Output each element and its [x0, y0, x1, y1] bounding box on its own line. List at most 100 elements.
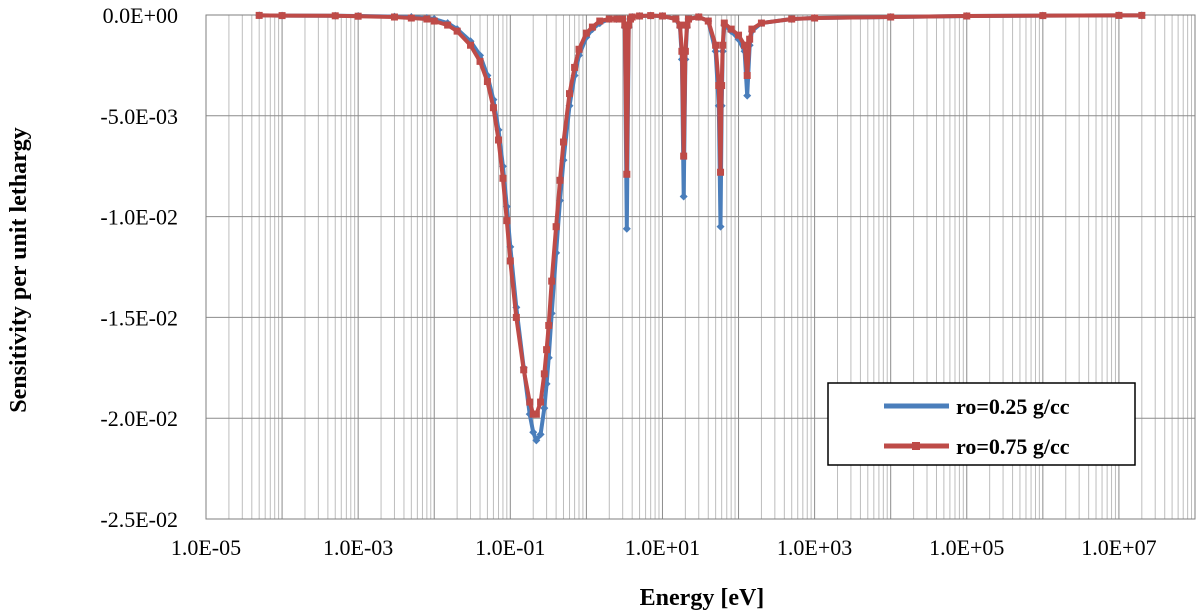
data-point: [788, 15, 796, 23]
data-point: [467, 41, 475, 49]
data-point: [536, 430, 545, 439]
x-tick-label: 1.0E+07: [1081, 535, 1156, 560]
data-point: [331, 12, 339, 20]
data-point: [571, 63, 579, 71]
y-tick-label: -2.5E-02: [100, 507, 178, 532]
data-point: [727, 25, 735, 33]
data-point: [619, 15, 627, 23]
data-point: [278, 12, 286, 20]
data-point: [658, 12, 666, 20]
data-point: [476, 57, 484, 65]
data-point: [545, 321, 553, 329]
legend: ro=0.25 g/cc ro=0.75 g/cc: [827, 382, 1136, 466]
data-point: [1039, 12, 1047, 20]
x-tick-label: 1.0E-03: [323, 535, 393, 560]
y-tick-label: -2.0E-02: [100, 406, 178, 431]
y-tick-label: -1.5E-02: [100, 305, 178, 330]
data-point: [720, 19, 728, 27]
data-point: [717, 168, 725, 176]
data-point: [489, 104, 497, 112]
data-point: [407, 14, 415, 22]
data-point: [499, 174, 507, 182]
data-point: [556, 176, 564, 184]
data-point: [390, 13, 398, 21]
series-2: [255, 11, 1146, 418]
data-point: [622, 224, 631, 233]
data-point: [741, 41, 749, 49]
data-point: [582, 29, 590, 37]
data-point: [716, 222, 725, 231]
data-point: [354, 12, 362, 20]
data-point: [529, 428, 538, 437]
data-point: [548, 277, 556, 285]
data-point: [685, 15, 693, 23]
data-point: [712, 41, 720, 49]
series-line: [259, 13, 1142, 417]
data-point: [681, 47, 689, 55]
data-point: [613, 15, 621, 23]
data-point: [605, 15, 613, 23]
series-line: [259, 13, 1142, 443]
x-tick-label: 1.0E+01: [625, 535, 700, 560]
data-point: [552, 223, 560, 231]
x-tick-label: 1.0E+03: [777, 535, 852, 560]
data-point: [495, 136, 503, 144]
data-point: [444, 21, 452, 29]
data-point: [636, 12, 644, 20]
data-point: [625, 21, 633, 29]
data-point: [596, 17, 604, 25]
data-point: [672, 15, 680, 23]
data-point: [757, 19, 765, 27]
data-point: [676, 21, 684, 29]
data-point: [887, 13, 895, 21]
data-point: [963, 12, 971, 20]
data-point: [718, 82, 726, 90]
data-point: [430, 17, 438, 25]
data-point: [811, 14, 819, 22]
data-point: [683, 21, 691, 29]
data-point: [506, 257, 514, 265]
data-point: [719, 41, 727, 49]
data-point: [748, 25, 756, 33]
y-axis-title: Sensitivity per unit lethargy: [6, 127, 32, 413]
x-tick-label: 1.0E-05: [171, 535, 241, 560]
data-point: [540, 370, 548, 378]
x-tick-label: 1.0E+05: [929, 535, 1004, 560]
data-point: [483, 78, 491, 86]
data-point: [1115, 11, 1123, 19]
data-point: [566, 90, 574, 98]
legend-label-series-2: ro=0.75 g/cc: [956, 434, 1070, 459]
data-point: [621, 21, 629, 29]
data-point: [680, 152, 688, 160]
series-layer: [255, 11, 1146, 445]
data-point: [423, 15, 431, 23]
data-point: [503, 217, 511, 225]
y-tick-label: -1.0E-02: [100, 205, 178, 230]
data-point: [255, 11, 263, 19]
data-point: [735, 31, 743, 39]
legend-marker-series-2: [912, 442, 920, 450]
legend-box: [827, 382, 1136, 466]
data-point: [526, 398, 534, 406]
data-point: [543, 346, 551, 354]
y-tick-label: -5.0E-03: [100, 104, 178, 129]
data-point: [537, 398, 545, 406]
x-axis-ticks: 1.0E-05 1.0E-03 1.0E-01 1.0E+01 1.0E+03 1.0E+…: [171, 535, 1157, 560]
data-point: [588, 23, 596, 31]
data-point: [695, 13, 703, 21]
grid: [205, 14, 1195, 520]
legend-label-series-1: ro=0.25 g/cc: [956, 394, 1070, 419]
data-point: [512, 313, 520, 321]
data-point: [679, 192, 688, 201]
data-point: [628, 13, 636, 21]
data-point: [623, 170, 631, 178]
data-point: [647, 12, 655, 20]
data-point: [743, 91, 752, 100]
y-tick-label: 0.0E+00: [103, 3, 178, 28]
data-point: [532, 436, 541, 445]
y-axis-ticks: 0.0E+00 -5.0E-03 -1.0E-02 -1.5E-02 -2.0E-02 -…: [100, 3, 178, 532]
data-point: [520, 366, 528, 374]
data-point: [532, 410, 540, 418]
data-point: [559, 138, 567, 146]
